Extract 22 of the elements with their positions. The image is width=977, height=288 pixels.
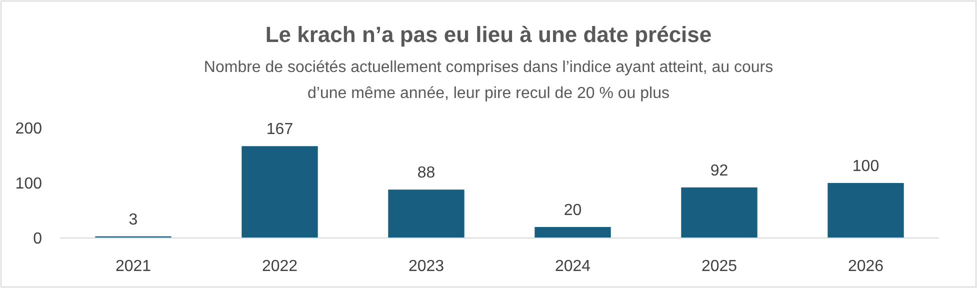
bar: [242, 146, 318, 238]
chart-subtitle: Nombre de sociétés actuellement comprises dans l’indice ayant atteint, au cours d’une même année, leur pire recul de 20 % ou plus: [204, 59, 774, 102]
bar: [681, 187, 758, 238]
bar: [534, 227, 611, 238]
bar: [828, 183, 904, 238]
y-tick-label: 100: [15, 176, 42, 193]
x-tick-label: 2021: [115, 258, 152, 275]
bar: [388, 190, 464, 238]
x-tick-label: 2023: [408, 258, 444, 275]
x-tick-label: 2022: [262, 258, 298, 275]
y-tick-label: 200: [15, 120, 42, 138]
data-label: 3: [128, 211, 138, 228]
x-tick-label: 2025: [701, 258, 738, 275]
x-tick-label: 2024: [554, 258, 591, 275]
y-tick-label: 0: [33, 230, 42, 248]
x-tick-label: 2026: [848, 258, 884, 275]
data-label: 88: [417, 164, 436, 182]
data-label: 167: [266, 121, 294, 138]
chart-title: Le krach n’a pas eu lieu à une date précise: [265, 22, 712, 47]
data-label: 100: [852, 158, 880, 175]
data-label: 92: [710, 162, 728, 180]
data-label: 20: [564, 202, 582, 219]
